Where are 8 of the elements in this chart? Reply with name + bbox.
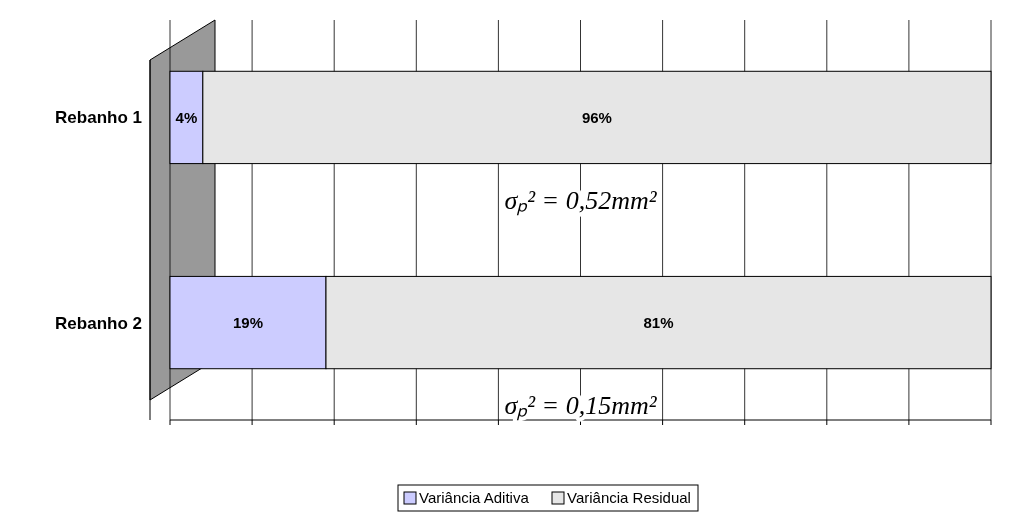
y-tick-label: Rebanho 1 [55,108,142,128]
data-label: 19% [232,313,264,331]
y-tick-label: Rebanho 2 [55,313,142,333]
data-label: 96% [581,108,612,126]
legend-label: Variância Residual [567,489,691,507]
legend-label: Variância Aditiva [419,489,530,507]
data-label: 4% [175,108,198,126]
data-label: 81% [643,313,674,331]
